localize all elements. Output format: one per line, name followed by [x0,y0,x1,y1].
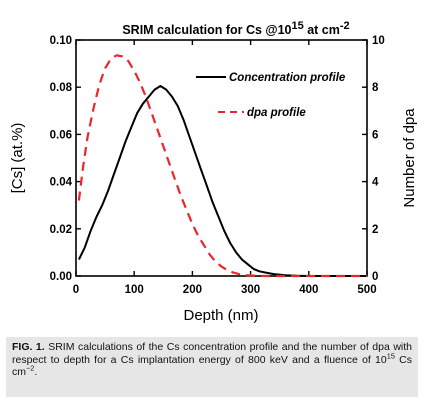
x-tick-label: 500 [357,284,376,296]
caption-sup: 15 [387,351,395,360]
y-right-tick-label: 6 [372,129,378,141]
svg-text:SRIM calculation for Cs @1015: SRIM calculation for Cs @1015 at cm-2 [122,20,349,37]
legend: Concentration profile dpa profile [196,72,346,119]
caption-end: . [34,366,37,378]
y-left-tick-label: 0.04 [50,177,73,189]
x-tick-label: 300 [241,284,260,296]
y-right-tick-label: 0 [372,271,378,283]
x-tick-label: 200 [183,284,202,296]
title-sup2: -2 [340,20,350,32]
legend-label-dpa: dpa profile [247,107,306,119]
x-tick-label: 100 [125,284,144,296]
dpa-line [79,55,367,276]
x-tick-label: 400 [299,284,318,296]
y-right-tick-label: 10 [372,35,385,47]
title-sup1: 15 [292,20,304,32]
y-axis-right-label: Number of dpa [401,108,418,208]
series-layer [79,55,367,276]
y-left-tick-label: 0.10 [50,35,72,47]
y-left-tick-label: 0.00 [50,271,72,283]
chart-title: SRIM calculation for Cs @1015 at cm-2 [122,20,349,37]
figure-caption: FIG. 1. SRIM calculations of the Cs conc… [6,337,418,397]
concentration-line [79,86,367,276]
y-left-tick-label: 0.06 [50,129,72,141]
y-left-tick-label: 0.02 [50,224,72,236]
chart: SRIM calculation for Cs @1015 at cm-2 0 1… [0,0,429,335]
caption-label: FIG. 1. [12,341,45,353]
x-axis-label: Depth (nm) [183,307,258,324]
legend-label-concentration: Concentration profile [229,72,346,84]
y-right-tick-label: 4 [372,177,379,189]
title-prefix: SRIM calculation for Cs @10 [122,23,291,37]
caption-text: SRIM calculations of the Cs concentratio… [12,341,412,366]
y-right-tick-label: 8 [372,82,379,94]
y-right-tick-label: 2 [372,224,378,236]
x-tick-label: 0 [73,284,79,296]
y-axis-left-label: [Cs] (at.%) [9,123,26,194]
title-middle: at cm [304,23,340,37]
y-left-tick-label: 0.08 [50,82,73,94]
